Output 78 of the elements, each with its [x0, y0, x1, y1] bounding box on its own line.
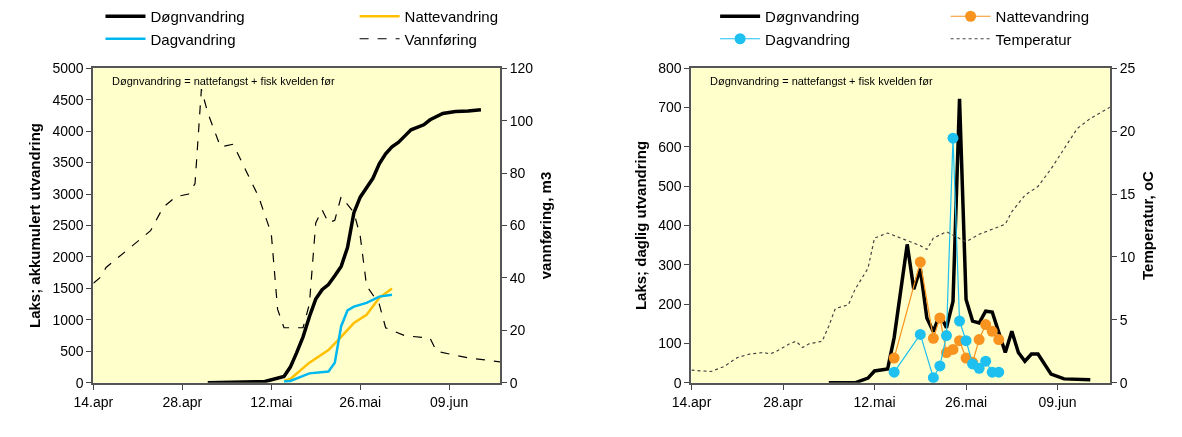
point — [993, 334, 1005, 346]
y-axis-title: Laks; daglig utvandring — [632, 140, 650, 311]
y2-tick-label: 15 — [1119, 185, 1136, 202]
legend-label: Dagvandring — [765, 30, 851, 48]
legend-label: Dagvandring — [150, 30, 236, 48]
point — [947, 343, 959, 355]
y2-tick-label: 20 — [509, 322, 526, 339]
y-tick-label: 0 — [673, 374, 682, 391]
y-tick-label: 500 — [658, 178, 682, 195]
point — [973, 334, 985, 346]
y2-tick-label: 60 — [509, 217, 526, 234]
y-tick-label: 600 — [658, 138, 682, 155]
y2-tick-label: 100 — [509, 112, 534, 129]
point — [986, 325, 998, 337]
x-tick-label: 12.mai — [853, 393, 896, 410]
point — [888, 366, 900, 378]
y2-tick-label: 25 — [1119, 60, 1136, 77]
annotation: Døgnvandring = nattefangst + fisk kvelden før — [710, 75, 933, 87]
point — [934, 360, 946, 372]
y2-tick-label: 120 — [509, 60, 534, 77]
y-tick-label: 800 — [658, 60, 682, 77]
y2-tick-label: 40 — [509, 269, 526, 286]
y-tick-label: 1000 — [52, 311, 84, 328]
x-tick-label: 28.apr — [162, 393, 203, 410]
y-tick-label: 3000 — [52, 185, 84, 202]
y-tick-label: 2000 — [52, 248, 84, 265]
y2-axis-title: Temperatur, oC — [1138, 170, 1156, 280]
point — [947, 132, 959, 144]
y-tick-label: 4500 — [52, 91, 84, 108]
x-tick-label: 26.mai — [339, 393, 382, 410]
legend-label: Døgnvandring — [765, 8, 860, 26]
y-tick-label: 5000 — [52, 60, 84, 77]
y2-tick-label: 10 — [1119, 248, 1136, 265]
x-tick-label: 26.mai — [945, 393, 988, 410]
point — [960, 335, 972, 347]
point — [914, 256, 926, 268]
line-series — [827, 97, 1093, 383]
legend-label: Nattevandring — [995, 8, 1090, 26]
x-tick-label: 12.mai — [250, 393, 293, 410]
point — [927, 332, 939, 344]
x-tick-label: 14.apr — [671, 393, 712, 410]
point — [940, 330, 952, 342]
point — [914, 328, 926, 340]
y2-tick-label: 20 — [1119, 123, 1136, 139]
y-tick-label: 500 — [60, 343, 84, 360]
annotation: Døgnvandring = nattefangst + fisk kvelden før — [112, 75, 335, 87]
point — [980, 319, 992, 331]
legend-label: Vannføring — [404, 30, 477, 48]
y2-tick-label: 80 — [509, 164, 526, 181]
point — [927, 372, 939, 383]
point — [973, 362, 985, 374]
x-tick-label: 09.jun — [1038, 393, 1077, 410]
point — [888, 352, 900, 364]
legend-label: Døgnvandring — [150, 8, 245, 26]
point — [934, 312, 946, 324]
y2-axis-title: vannføring, m3 — [536, 171, 554, 280]
y-tick-label: 400 — [658, 217, 682, 234]
y-tick-label: 0 — [75, 374, 84, 391]
point — [954, 315, 966, 327]
y-tick-label: 2500 — [52, 217, 84, 234]
y-tick-label: 100 — [658, 335, 682, 352]
x-tick-label: 09.jun — [430, 393, 469, 410]
y-tick-label: 200 — [658, 296, 682, 313]
x-tick-label: 14.apr — [73, 393, 114, 410]
y-tick-label: 4000 — [52, 123, 84, 139]
line-series — [691, 106, 1110, 373]
point — [980, 355, 992, 367]
y2-tick-label: 0 — [509, 374, 518, 391]
legend-label: Temperatur — [995, 30, 1072, 48]
y2-tick-label: 5 — [1119, 311, 1128, 328]
y2-tick-label: 0 — [1119, 374, 1128, 391]
y-tick-label: 700 — [658, 99, 682, 116]
y-tick-label: 1500 — [52, 280, 84, 297]
y-tick-label: 3500 — [52, 154, 84, 171]
x-tick-label: 28.apr — [763, 393, 804, 410]
y-axis-title: Laks; akkumulert utvandring — [26, 122, 44, 329]
legend-label: Nattevandring — [404, 8, 499, 26]
y-tick-label: 300 — [658, 256, 682, 273]
